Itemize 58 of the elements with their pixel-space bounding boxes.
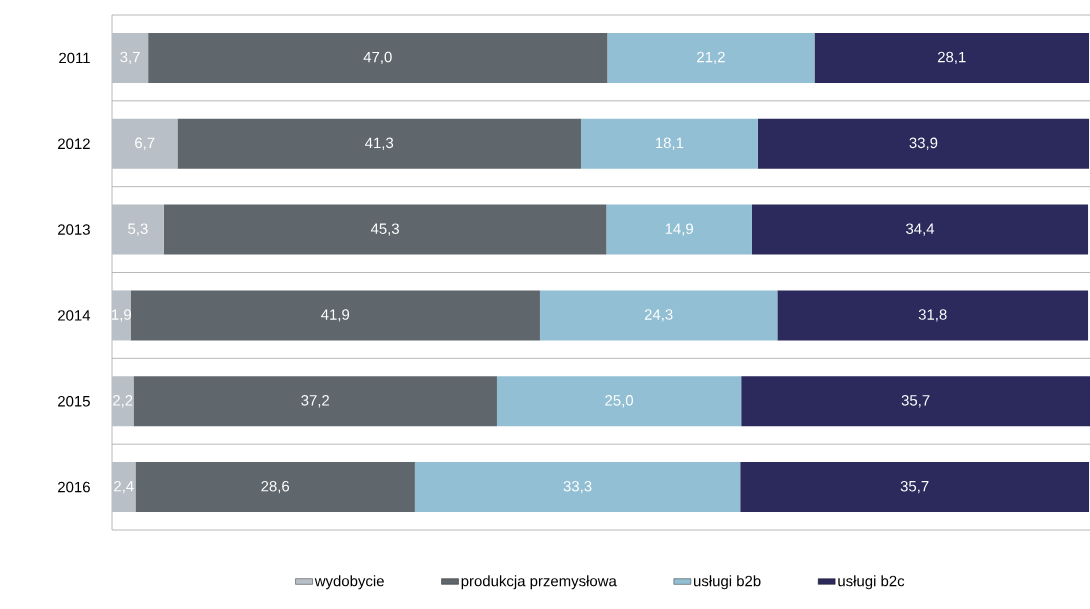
data-label: 41,3 — [365, 137, 394, 150]
bar — [580, 118, 758, 169]
bar — [757, 118, 1090, 169]
data-label: 3,7 — [120, 51, 140, 65]
data-label: 35,7 — [901, 395, 930, 408]
bar — [112, 290, 131, 341]
y-tick-label: 2014 — [58, 310, 91, 321]
data-label: 2,2 — [113, 395, 133, 408]
bar — [112, 204, 164, 255]
data-label: 45,3 — [370, 223, 399, 236]
bar — [177, 118, 581, 169]
data-label: 18,1 — [656, 137, 684, 150]
data-label: 25,0 — [605, 395, 634, 408]
data-label: 28,1 — [937, 51, 966, 65]
data-label: 33,3 — [563, 480, 592, 494]
y-tick-label: 2015 — [58, 395, 90, 407]
bar — [777, 290, 1089, 341]
bar — [814, 32, 1090, 83]
data-label: 33,9 — [909, 137, 938, 150]
bar — [133, 376, 497, 427]
bar — [135, 462, 415, 513]
data-label: 5,3 — [128, 223, 148, 236]
legend-label: produkcja przemysłowa — [461, 575, 617, 590]
y-tick-label: 2013 — [58, 224, 90, 235]
bar — [130, 290, 540, 341]
bar — [740, 462, 1090, 513]
y-tick-label: 2012 — [58, 138, 90, 150]
y-tick-label: 2016 — [58, 481, 90, 493]
bar — [751, 204, 1089, 255]
legend-label: usługi b2b — [694, 575, 761, 590]
y-tick-label: 2011 — [59, 52, 90, 64]
data-label: 41,9 — [321, 309, 350, 322]
legend-label: wydobycie — [314, 575, 384, 590]
data-label: 24,3 — [644, 309, 673, 322]
bar — [539, 290, 778, 341]
bar — [112, 462, 136, 513]
bar — [414, 462, 741, 513]
data-label: 2,4 — [114, 480, 134, 494]
data-label: 47,0 — [363, 51, 392, 65]
data-label: 21,2 — [697, 51, 725, 65]
bar — [607, 32, 815, 83]
bar — [112, 32, 149, 83]
bar — [741, 376, 1090, 427]
data-label: 1,9 — [112, 309, 131, 322]
data-label: 34,4 — [906, 223, 935, 236]
bar — [496, 376, 742, 427]
data-label: 6,7 — [135, 137, 155, 150]
bar — [148, 32, 608, 83]
bar — [163, 204, 607, 255]
bar — [112, 376, 134, 427]
bar — [112, 118, 178, 169]
data-label: 37,2 — [301, 395, 330, 408]
data-label: 35,7 — [900, 480, 929, 494]
data-label: 28,6 — [261, 480, 290, 494]
legend-label: usługi b2c — [838, 575, 905, 590]
bar — [606, 204, 752, 255]
data-label: 14,9 — [665, 223, 693, 236]
data-label: 31,8 — [918, 309, 947, 322]
